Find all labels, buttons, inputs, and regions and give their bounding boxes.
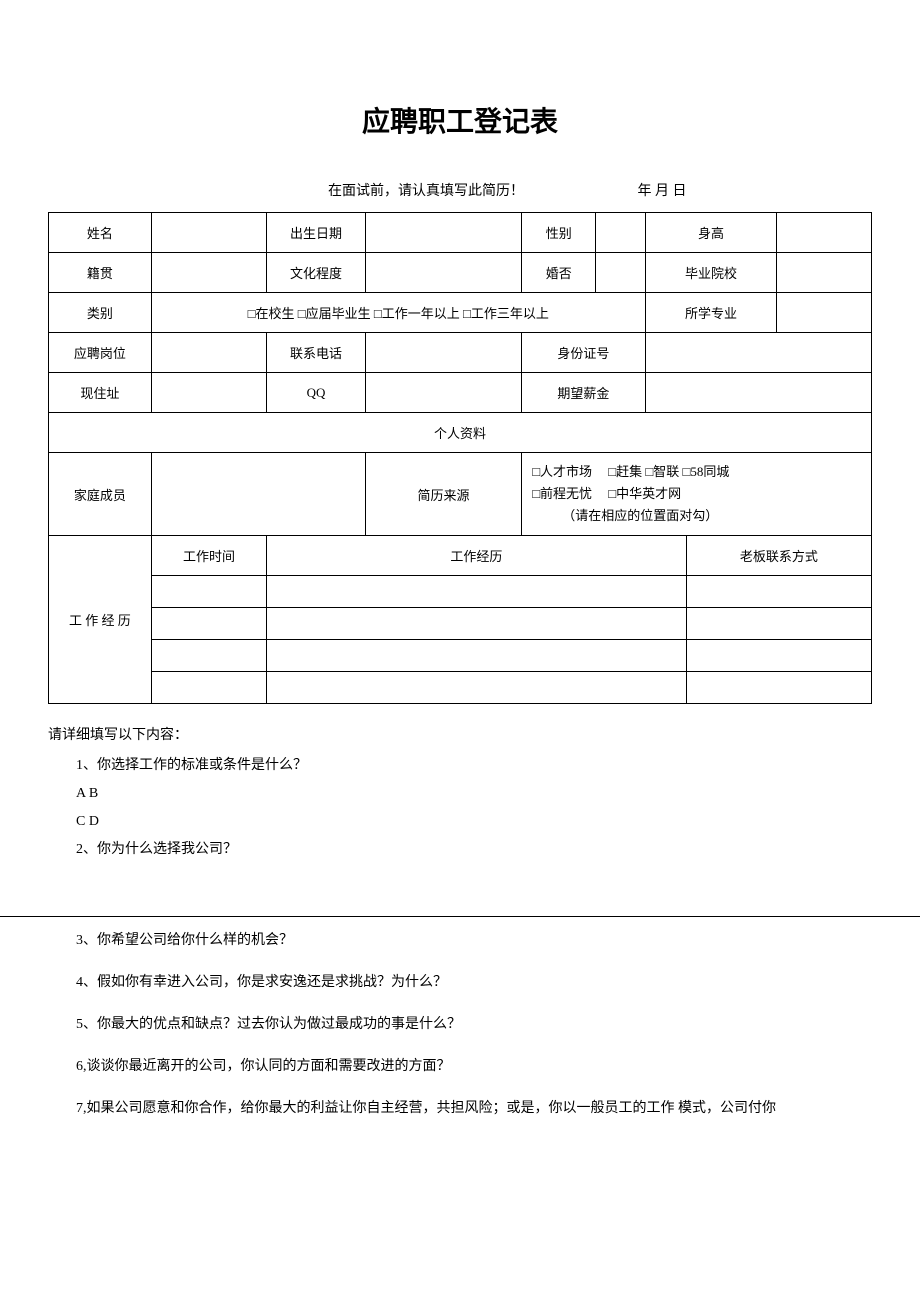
input-height[interactable] bbox=[777, 213, 872, 253]
workexp-1-history[interactable] bbox=[267, 576, 687, 608]
subtitle-row: 在面试前，请认真填写此简历！ 年 月 日 bbox=[48, 180, 872, 200]
workexp-3-history[interactable] bbox=[267, 640, 687, 672]
question-4: 4、假如你有幸进入公司，你是求安逸还是求挑战？为什么？ bbox=[48, 969, 872, 997]
row-workexp-2 bbox=[49, 608, 872, 640]
label-qq: QQ bbox=[267, 373, 366, 413]
input-sex[interactable] bbox=[596, 213, 645, 253]
row-workexp-1 bbox=[49, 576, 872, 608]
workexp-4-history[interactable] bbox=[267, 672, 687, 704]
category-options[interactable]: □在校生 □应届毕业生 □工作一年以上 □工作三年以上 bbox=[151, 293, 645, 333]
label-work-history: 工作经历 bbox=[267, 536, 687, 576]
resume-src-line1: □人才市场 □赶集 □智联 □58同城 bbox=[532, 461, 861, 483]
workexp-2-history[interactable] bbox=[267, 608, 687, 640]
input-birth[interactable] bbox=[365, 213, 521, 253]
date-label: 年 月 日 bbox=[638, 180, 687, 200]
page-title: 应聘职工登记表 bbox=[48, 100, 872, 140]
question-5: 5、你最大的优点和缺点？过去你认为做过最成功的事是什么？ bbox=[48, 1011, 872, 1039]
input-address[interactable] bbox=[151, 373, 266, 413]
input-major[interactable] bbox=[777, 293, 872, 333]
label-address: 现住址 bbox=[49, 373, 152, 413]
question-3: 3、你希望公司给你什么样的机会？ bbox=[48, 927, 872, 955]
label-height: 身高 bbox=[645, 213, 777, 253]
input-school[interactable] bbox=[777, 253, 872, 293]
question-6: 6,谈谈你最近离开的公司，你认同的方面和需要改进的方面？ bbox=[48, 1053, 872, 1081]
input-family[interactable] bbox=[151, 453, 365, 536]
label-category: 类别 bbox=[49, 293, 152, 333]
label-salary: 期望薪金 bbox=[522, 373, 645, 413]
workexp-3-contact[interactable] bbox=[686, 640, 871, 672]
row-address: 现住址 QQ 期望薪金 bbox=[49, 373, 872, 413]
label-boss-contact: 老板联系方式 bbox=[686, 536, 871, 576]
label-sex: 性别 bbox=[522, 213, 596, 253]
question-1-cd: C D bbox=[48, 808, 872, 836]
resume-src-line3: （请在相应的位置面对勾） bbox=[562, 505, 861, 527]
row-category: 类别 □在校生 □应届毕业生 □工作一年以上 □工作三年以上 所学专业 bbox=[49, 293, 872, 333]
label-education: 文化程度 bbox=[267, 253, 366, 293]
resume-source-options[interactable]: □人才市场 □赶集 □智联 □58同城 □前程无忧 □中华英才网 （请在相应的位… bbox=[522, 453, 872, 536]
workexp-2-contact[interactable] bbox=[686, 608, 871, 640]
label-major: 所学专业 bbox=[645, 293, 777, 333]
resume-src-line2: □前程无忧 □中华英才网 bbox=[532, 483, 861, 505]
label-work-time: 工作时间 bbox=[151, 536, 266, 576]
registration-table: 姓名 出生日期 性别 身高 籍贯 文化程度 婚否 毕业院校 类别 □在校生 □应… bbox=[48, 212, 872, 704]
section-divider bbox=[0, 916, 920, 917]
label-position: 应聘岗位 bbox=[49, 333, 152, 373]
label-school: 毕业院校 bbox=[645, 253, 777, 293]
question-1-ab: A B bbox=[48, 780, 872, 808]
input-marriage[interactable] bbox=[596, 253, 645, 293]
row-family: 家庭成员 简历来源 □人才市场 □赶集 □智联 □58同城 □前程无忧 □中华英… bbox=[49, 453, 872, 536]
input-qq[interactable] bbox=[365, 373, 521, 413]
row-workexp-header: 工 作 经 历 工作时间 工作经历 老板联系方式 bbox=[49, 536, 872, 576]
workexp-1-time[interactable] bbox=[151, 576, 266, 608]
question-7: 7,如果公司愿意和你合作，给你最大的利益让你自主经营，共担风险；或是，你以一般员… bbox=[48, 1095, 872, 1123]
label-birth: 出生日期 bbox=[267, 213, 366, 253]
input-position[interactable] bbox=[151, 333, 266, 373]
input-phone[interactable] bbox=[365, 333, 521, 373]
questions-intro: 请详细填写以下内容： bbox=[48, 722, 872, 750]
questions-block: 请详细填写以下内容： 1、你选择工作的标准或条件是什么？ A B C D 2、你… bbox=[48, 722, 872, 1123]
label-name: 姓名 bbox=[49, 213, 152, 253]
workexp-4-contact[interactable] bbox=[686, 672, 871, 704]
subtitle-text: 在面试前，请认真填写此简历！ bbox=[328, 184, 524, 199]
label-phone: 联系电话 bbox=[267, 333, 366, 373]
row-basic-1: 姓名 出生日期 性别 身高 bbox=[49, 213, 872, 253]
label-resume-src: 简历来源 bbox=[365, 453, 521, 536]
input-education[interactable] bbox=[365, 253, 521, 293]
row-position: 应聘岗位 联系电话 身份证号 bbox=[49, 333, 872, 373]
label-work-exp: 工 作 经 历 bbox=[49, 536, 152, 704]
label-family: 家庭成员 bbox=[49, 453, 152, 536]
input-id[interactable] bbox=[645, 333, 871, 373]
row-workexp-3 bbox=[49, 640, 872, 672]
workexp-1-contact[interactable] bbox=[686, 576, 871, 608]
workexp-3-time[interactable] bbox=[151, 640, 266, 672]
question-1: 1、你选择工作的标准或条件是什么？ bbox=[48, 752, 872, 780]
row-basic-2: 籍贯 文化程度 婚否 毕业院校 bbox=[49, 253, 872, 293]
workexp-2-time[interactable] bbox=[151, 608, 266, 640]
label-personal: 个人资料 bbox=[49, 413, 872, 453]
label-id: 身份证号 bbox=[522, 333, 645, 373]
question-2: 2、你为什么选择我公司？ bbox=[48, 836, 872, 864]
input-name[interactable] bbox=[151, 213, 266, 253]
row-personal-header: 个人资料 bbox=[49, 413, 872, 453]
label-marriage: 婚否 bbox=[522, 253, 596, 293]
row-workexp-4 bbox=[49, 672, 872, 704]
label-origin: 籍贯 bbox=[49, 253, 152, 293]
input-salary[interactable] bbox=[645, 373, 871, 413]
input-origin[interactable] bbox=[151, 253, 266, 293]
workexp-4-time[interactable] bbox=[151, 672, 266, 704]
